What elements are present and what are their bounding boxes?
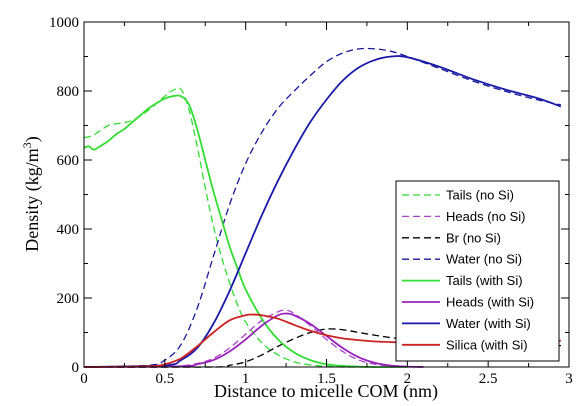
- series-lines: [83, 47, 562, 368]
- x-tick-label: 2.5: [479, 371, 498, 387]
- series-line-heads-no-si: [83, 309, 408, 368]
- y-axis-label-close: ): [22, 136, 43, 142]
- x-tick-label: 2: [404, 371, 412, 387]
- legend: Tails (no Si) Heads (no Si) Br (no Si) Wate…: [395, 180, 560, 362]
- x-tick-label: 0.5: [155, 371, 174, 387]
- y-tick-label: 1000: [49, 15, 79, 31]
- x-tick-label: 1.5: [317, 371, 336, 387]
- y-tick-label: 600: [57, 153, 80, 169]
- legend-label-water-no-si: Water (no Si): [446, 252, 522, 267]
- series-line-water-no-si: [83, 47, 562, 368]
- legend-label-heads-no-si: Heads (no Si): [446, 209, 525, 224]
- x-tick-label: 1: [242, 371, 250, 387]
- x-tick-label: 3: [565, 371, 573, 387]
- y-axis-label: Density (kg/m3): [20, 136, 43, 252]
- series-line-tails-with-si: [83, 94, 408, 368]
- legend-label-silica-with-si: Silica (with Si): [446, 337, 528, 352]
- legend-label-water-with-si: Water (with Si): [446, 316, 531, 331]
- x-tick-label: 0: [80, 371, 88, 387]
- y-tick-label: 400: [57, 222, 80, 238]
- legend-label-heads-with-si: Heads (with Si): [446, 295, 534, 310]
- x-axis-label: Distance to micelle COM (nm): [214, 381, 438, 402]
- legend-label-tails-no-si: Tails (no Si): [446, 188, 514, 203]
- y-axis-label-main: Density (kg/m: [22, 148, 43, 252]
- y-axis-label-superscript: 3: [20, 142, 34, 148]
- legend-box: [395, 180, 560, 362]
- series-line-heads-with-si: [83, 312, 424, 368]
- y-tick-label: 0: [72, 360, 80, 376]
- legend-label-tails-with-si: Tails (with Si): [446, 273, 523, 288]
- y-tick-label: 800: [57, 84, 80, 100]
- y-tick-label: 200: [57, 291, 80, 307]
- series-line-tails-no-si: [83, 87, 375, 368]
- legend-label-br-no-si: Br (no Si): [446, 230, 501, 245]
- axis-ticks: 0 0.5 1 1.5 2 2.5 3 0 200 400 600 800 1000: [49, 15, 573, 387]
